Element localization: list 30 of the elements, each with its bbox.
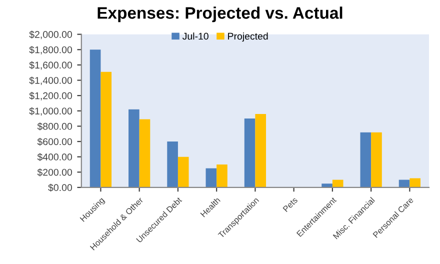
y-tick-label: $1,800.00 — [29, 46, 72, 54]
chart-title: Expenses: Projected vs. Actual — [98, 6, 342, 22]
y-tick-label: $200.00 — [37, 168, 72, 176]
bar — [255, 114, 266, 188]
y-tick-label: $600.00 — [37, 138, 72, 146]
y-tick-label: $2,000.00 — [29, 30, 72, 40]
bar — [139, 119, 150, 188]
bar — [206, 168, 217, 188]
y-tick-label: $1,400.00 — [29, 76, 72, 86]
y-tick-label: $1,200.00 — [29, 92, 72, 100]
legend-label: Jul-10 — [182, 32, 208, 40]
bar — [128, 109, 140, 188]
bar — [100, 72, 112, 188]
y-tick-label: $400.00 — [37, 153, 72, 162]
bar — [410, 178, 421, 188]
y-tick-label: $800.00 — [37, 122, 72, 130]
bar — [90, 50, 101, 188]
bar — [332, 180, 344, 188]
y-tick-label: $1,000.00 — [29, 107, 72, 116]
bar — [216, 164, 228, 188]
bar — [371, 132, 382, 188]
bar — [360, 132, 372, 188]
y-tick-label: $0.00 — [48, 184, 72, 192]
bar — [322, 184, 332, 188]
legend-label: Projected — [228, 32, 268, 42]
bar — [178, 156, 189, 188]
y-tick-label: $1,600.00 — [29, 61, 72, 70]
bar — [167, 142, 178, 188]
x-tick-label: Pets — [282, 196, 298, 212]
bar — [244, 118, 256, 188]
